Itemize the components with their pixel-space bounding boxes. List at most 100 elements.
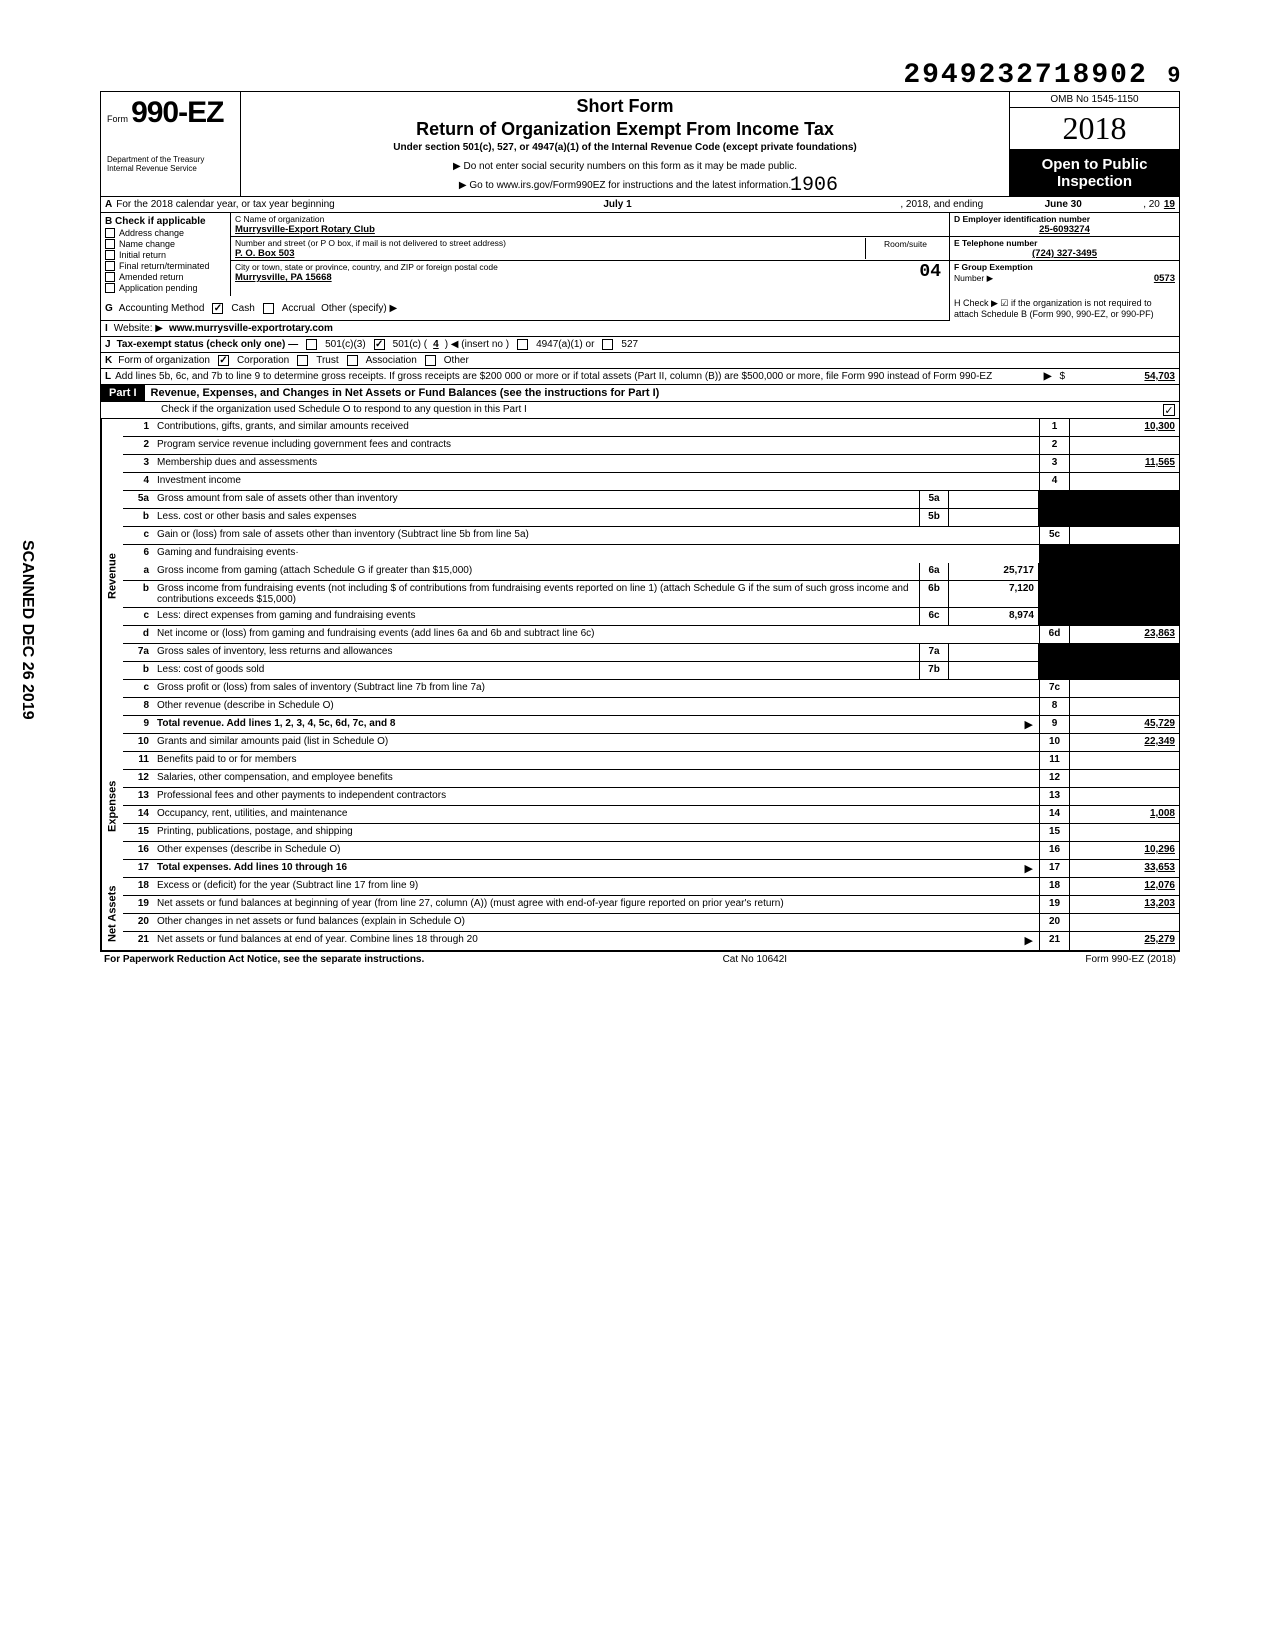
- chk-application-pending[interactable]: Application pending: [105, 283, 226, 293]
- footer-form: Form 990-EZ (2018): [1085, 954, 1176, 965]
- form-header: Form 990-EZ Department of the Treasury I…: [100, 91, 1180, 196]
- line-14-amt: 1,008: [1069, 806, 1179, 823]
- form-number: 990-EZ: [131, 96, 223, 129]
- under-section: Under section 501(c), 527, or 4947(a)(1)…: [249, 142, 1001, 153]
- chk-cash[interactable]: [212, 303, 223, 314]
- line-6d-amt: 23,863: [1069, 626, 1179, 643]
- chk-other[interactable]: [425, 355, 436, 366]
- section-b-to-f: B Check if applicable Address change Nam…: [100, 213, 1180, 296]
- line-18-amt: 12,076: [1069, 878, 1179, 895]
- cell-f-group: F Group Exemption Number ▶ 0573: [950, 261, 1179, 285]
- cell-e-phone: E Telephone number (724) 327-3495: [950, 237, 1179, 261]
- row-i: I Website: ▶ www.murrysville-exportrotar…: [100, 321, 1180, 337]
- part1-title: Revenue, Expenses, and Changes in Net As…: [145, 385, 1179, 401]
- line-16-amt: 10,296: [1069, 842, 1179, 859]
- dept-treasury: Department of the Treasury Internal Reve…: [107, 156, 234, 174]
- stamp-04: 04: [919, 262, 941, 282]
- footer-notice: For Paperwork Reduction Act Notice, see …: [104, 954, 424, 965]
- line-9-amt: 45,729: [1069, 716, 1179, 733]
- cell-d-ein: D Employer identification number 25-6093…: [950, 213, 1179, 237]
- sequence-number: 9: [1168, 62, 1180, 88]
- tag-j: J: [105, 339, 111, 350]
- expenses-lines: 10Grants and similar amounts paid (list …: [123, 734, 1179, 878]
- notice-2: ▶ Go to www.irs.gov/Form990EZ for instru…: [249, 180, 1001, 191]
- row-l: L Add lines 5b, 6c, and 7b to line 9 to …: [100, 369, 1180, 385]
- chk-501c3[interactable]: [306, 339, 317, 350]
- revenue-lines: 1Contributions, gifts, grants, and simil…: [123, 419, 1179, 734]
- line-15-amt: [1069, 824, 1179, 841]
- begin-date: July 1: [335, 199, 901, 210]
- chk-4947[interactable]: [517, 339, 528, 350]
- cell-city: City or town, state or province, country…: [231, 261, 949, 284]
- room-suite: Room/suite: [865, 238, 945, 259]
- chk-initial-return[interactable]: Initial return: [105, 250, 226, 260]
- ein: 25-6093274: [954, 224, 1175, 235]
- chk-association[interactable]: [347, 355, 358, 366]
- line-5c-amt: [1069, 527, 1179, 544]
- cell-h: H Check ▶ ☑ if the organization is not r…: [949, 296, 1179, 321]
- line-11-amt: [1069, 752, 1179, 769]
- form-page: 2949232718902 9 Form 990-EZ Department o…: [100, 60, 1180, 967]
- top-row: 2949232718902 9: [100, 60, 1180, 91]
- line-8-amt: [1069, 698, 1179, 715]
- chk-amended-return[interactable]: Amended return: [105, 272, 226, 282]
- header-mid: Short Form Return of Organization Exempt…: [241, 92, 1009, 196]
- line-6b-amt: 7,120: [949, 581, 1039, 607]
- phone: (724) 327-3495: [954, 248, 1175, 259]
- line-12-amt: [1069, 770, 1179, 787]
- short-form-title: Short Form: [249, 96, 1001, 117]
- chk-corporation[interactable]: [218, 355, 229, 366]
- col-b: B Check if applicable Address change Nam…: [101, 213, 231, 296]
- scanned-stamp: SCANNED DEC 26 2019: [18, 540, 36, 720]
- website: www.murrysville-exportrotary.com: [169, 323, 333, 334]
- org-city: Murrysville, PA 15668: [235, 272, 945, 283]
- chk-trust[interactable]: [297, 355, 308, 366]
- stamp-1906: 1906: [790, 174, 838, 197]
- insert-no: 4: [433, 339, 439, 350]
- tag-g: G: [105, 303, 113, 314]
- row-g-h: G Accounting Method Cash Accrual Other (…: [100, 296, 1180, 321]
- footer-catno: Cat No 10642I: [723, 954, 788, 965]
- chk-501c[interactable]: [374, 339, 385, 350]
- line-10-amt: 22,349: [1069, 734, 1179, 751]
- row-k: K Form of organization Corporation Trust…: [100, 353, 1180, 369]
- line-6c-amt: 8,974: [949, 608, 1039, 625]
- part1-header: Part I Revenue, Expenses, and Changes in…: [100, 385, 1180, 402]
- notice-1: ▶ Do not enter social security numbers o…: [249, 161, 1001, 172]
- expenses-label: Expenses: [101, 734, 123, 878]
- header-left: Form 990-EZ Department of the Treasury I…: [101, 92, 241, 196]
- tax-year: 2018: [1010, 108, 1179, 150]
- line-2-amt: [1069, 437, 1179, 454]
- org-street: P. O. Box 503: [235, 248, 865, 259]
- netassets-label: Net Assets: [101, 878, 123, 950]
- open-public-badge: Open to Public Inspection: [1010, 150, 1179, 196]
- line-6a-amt: 25,717: [949, 563, 1039, 580]
- line-20-amt: [1069, 914, 1179, 931]
- row-a: A For the 2018 calendar year, or tax yea…: [100, 196, 1180, 213]
- chk-527[interactable]: [602, 339, 613, 350]
- netassets-section: Net Assets 18Excess or (deficit) for the…: [100, 878, 1180, 951]
- netassets-lines: 18Excess or (deficit) for the year (Subt…: [123, 878, 1179, 950]
- end-year: 19: [1164, 199, 1175, 210]
- line-7c-amt: [1069, 680, 1179, 697]
- label-a: A: [105, 199, 112, 210]
- chk-name-change[interactable]: Name change: [105, 239, 226, 249]
- line-17-amt: 33,653: [1069, 860, 1179, 877]
- chk-accrual[interactable]: [263, 303, 274, 314]
- dln-number: 2949232718902: [903, 60, 1147, 91]
- return-title: Return of Organization Exempt From Incom…: [249, 119, 1001, 140]
- tag-l: L: [105, 371, 111, 382]
- end-date: June 30: [983, 199, 1143, 210]
- part1-checkbox[interactable]: ✓: [1163, 404, 1175, 416]
- part1-check: Check if the organization used Schedule …: [100, 402, 1180, 419]
- line-19-amt: 13,203: [1069, 896, 1179, 913]
- cell-street: Number and street (or P O box, if mail i…: [231, 237, 949, 261]
- row-j: J Tax-exempt status (check only one) — 5…: [100, 337, 1180, 353]
- chk-address-change[interactable]: Address change: [105, 228, 226, 238]
- revenue-section: Revenue 1Contributions, gifts, grants, a…: [100, 419, 1180, 734]
- b-header: B Check if applicable: [105, 216, 226, 227]
- line-21-amt: 25,279: [1069, 932, 1179, 950]
- chk-final-return[interactable]: Final return/terminated: [105, 261, 226, 271]
- line-13-amt: [1069, 788, 1179, 805]
- form-prefix: Form: [107, 114, 128, 124]
